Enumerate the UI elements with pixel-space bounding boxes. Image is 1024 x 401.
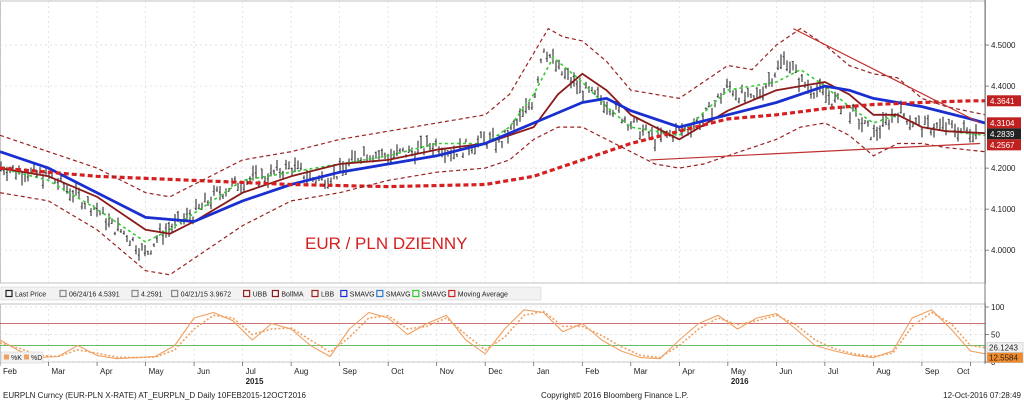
sma_blue-line: [0, 84, 986, 223]
value-tag-label: 4.3104: [990, 119, 1015, 128]
legend-entry: SMAVG: [386, 292, 411, 299]
x-tick-label: Aug: [294, 367, 308, 376]
y-tick-label: 4.0000: [991, 246, 1016, 255]
osc-legend-entry: %D: [31, 355, 42, 362]
x-tick-label: Jun: [779, 367, 792, 376]
trendline: [650, 142, 981, 161]
legend-swatch: [59, 289, 67, 298]
indicator-lines: [0, 28, 986, 360]
main-legend: Last Price 06/24/16 4.5391 4.2591 04/21/15 …: [0, 286, 542, 301]
osc-legend-swatch: [4, 354, 9, 360]
x-tick-label: Sep: [343, 367, 358, 376]
value-tag: [987, 128, 1021, 140]
price-bars: [0, 48, 977, 261]
legend-entry: 06/24/16 4.5391: [69, 292, 120, 299]
value-tag: [987, 139, 1021, 151]
osc-y-tick-label: 100: [991, 303, 1005, 312]
legend-entry: 04/21/15 3.9672: [181, 292, 232, 299]
legend-swatch: [171, 289, 179, 298]
x-tick-label: Nov: [440, 367, 454, 376]
x-year-label: 2016: [731, 377, 749, 386]
x-tick-label: Aug: [876, 367, 890, 376]
x-tick-label: May: [731, 367, 746, 376]
x-tick-label: Jun: [197, 367, 210, 376]
oscillator-k-line: [0, 309, 986, 360]
x-tick-label: Dec: [488, 367, 502, 376]
x-tick-label: Oct: [391, 367, 404, 376]
footer-copyright: Copyright© 2016 Bloomberg Finance L.P.: [541, 391, 688, 400]
x-tick-label: Apr: [100, 367, 113, 376]
x-tick-label: Feb: [3, 367, 17, 376]
x-tick-label: Mar: [634, 367, 648, 376]
ubb-line: [0, 28, 986, 198]
legend-swatch: [376, 289, 384, 298]
legend-swatch: [412, 289, 420, 298]
value-tag-label: 4.2839: [990, 130, 1015, 139]
legend-entry: UBB: [253, 292, 268, 299]
legend-entry: LBB: [321, 292, 335, 299]
lbb-line: [0, 122, 986, 276]
oscillator-panel-frame: [0, 303, 986, 363]
legend-entry: SMAVG: [422, 292, 447, 299]
oscillator-d-line: [0, 310, 986, 359]
footer-source: EURPLN Curncy (EUR-PLN X-RATE) AT_EURPLN…: [3, 391, 306, 400]
osc-value-tag-label: 12.5584: [989, 354, 1018, 363]
bollma-line: [0, 72, 986, 235]
legend-swatch: [131, 289, 139, 298]
legend-swatch: [243, 289, 251, 298]
value-tag-label: 4.3641: [990, 97, 1015, 106]
legend-entry: BollMA: [281, 292, 304, 299]
sma_green-line: [0, 56, 986, 243]
x-tick-label: Jul: [828, 367, 838, 376]
x-tick-label: Mar: [52, 367, 66, 376]
value-tag: [987, 117, 1021, 129]
legend-entry: 4.2591: [141, 292, 163, 299]
osc-y-tick-label: 50: [991, 331, 1000, 340]
value-tag-label: 4.2567: [990, 141, 1015, 150]
x-tick-label: Jul: [246, 367, 256, 376]
legend-swatch: [340, 289, 348, 298]
chart-annotation: EUR / PLN DZIENNY: [305, 234, 467, 253]
footer-timestamp: 12-Oct-2016 07:28:49: [943, 391, 1021, 400]
axes: Feb Mar Apr May Jun Jul Aug Sep Oct Nov Dec Jan Feb M…: [0, 0, 1016, 386]
osc-value-tag: [986, 352, 1024, 363]
y-tick-label: 4.5000: [991, 41, 1016, 50]
osc-value-tag-label: 26.1243: [989, 344, 1018, 353]
legend-entry: Last Price: [15, 292, 46, 299]
x-tick-label: Jan: [537, 367, 550, 376]
y-tick-label: 4.4000: [991, 82, 1016, 91]
osc-legend-swatch: [24, 354, 29, 360]
trendline: [793, 28, 981, 124]
x-tick-label: May: [149, 367, 164, 376]
legend-entry: Moving Average: [458, 292, 508, 299]
x-tick-label: Apr: [682, 367, 695, 376]
legend-entry: SMAVG: [350, 292, 375, 299]
legend-swatch: [271, 289, 279, 298]
y-tick-label: 4.2000: [991, 164, 1016, 173]
value-tag: [987, 95, 1021, 107]
osc-legend-background: [0, 351, 44, 364]
x-year-label: 2015: [246, 377, 264, 386]
ma_red_long-line: [0, 99, 985, 189]
grid-lines: [0, 0, 986, 363]
legend-swatch: [311, 289, 319, 298]
oscillator-legend: %K %D: [0, 351, 44, 364]
legend-swatch: [448, 289, 456, 298]
legend-swatch: [5, 289, 13, 298]
x-tick-label: Sep: [925, 367, 940, 376]
x-tick-label: Feb: [585, 367, 599, 376]
y-tick-label: 4.1000: [991, 205, 1016, 214]
osc-legend-entry: %K: [11, 355, 22, 362]
main-panel-frame: [0, 0, 986, 284]
x-tick-label: Oct: [957, 367, 970, 376]
